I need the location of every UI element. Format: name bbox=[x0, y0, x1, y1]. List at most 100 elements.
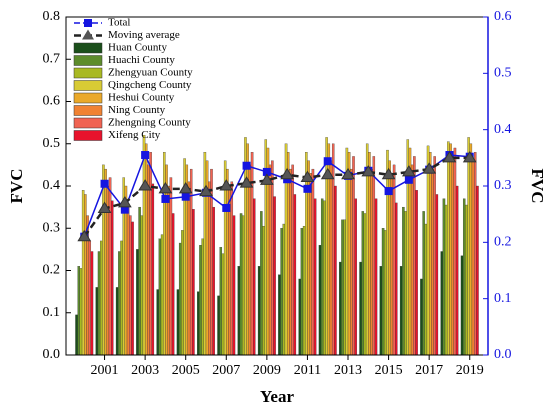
legend-label: Xifeng City bbox=[108, 129, 161, 141]
legend-label: Heshui County bbox=[108, 92, 175, 104]
bar bbox=[313, 198, 317, 356]
bar bbox=[293, 194, 297, 356]
bar bbox=[352, 156, 355, 356]
bar bbox=[219, 247, 223, 356]
bar bbox=[363, 213, 367, 356]
bar bbox=[471, 160, 475, 356]
bar bbox=[455, 185, 459, 356]
bar bbox=[372, 156, 376, 356]
bar bbox=[110, 200, 114, 356]
legend-swatch bbox=[73, 80, 103, 91]
bar bbox=[278, 274, 281, 356]
bar bbox=[444, 204, 448, 356]
bar bbox=[189, 168, 193, 356]
marker bbox=[442, 150, 457, 163]
y2-tick-label: 0.2 bbox=[494, 235, 512, 250]
bar bbox=[208, 181, 211, 356]
bar bbox=[381, 228, 385, 356]
bar bbox=[165, 164, 168, 356]
bar bbox=[361, 211, 365, 356]
bar bbox=[115, 287, 119, 356]
legend-label: Moving average bbox=[108, 29, 180, 41]
bar bbox=[331, 143, 335, 356]
legend-swatch bbox=[73, 92, 103, 104]
legend-label: Ning County bbox=[108, 104, 166, 116]
bar bbox=[108, 177, 112, 356]
marker bbox=[300, 170, 315, 183]
legend-swatch bbox=[73, 105, 103, 116]
bar bbox=[217, 295, 220, 356]
bar bbox=[197, 291, 200, 356]
y2-axis-label: FVC bbox=[528, 169, 547, 204]
x-tick-label: 2015 bbox=[375, 363, 403, 378]
bar bbox=[392, 164, 396, 356]
marker bbox=[280, 167, 295, 180]
bar bbox=[298, 278, 301, 356]
bar bbox=[120, 240, 123, 356]
bar bbox=[323, 200, 326, 356]
bar bbox=[118, 251, 121, 356]
legend-swatch bbox=[73, 42, 103, 54]
marker bbox=[120, 205, 129, 214]
bar bbox=[201, 238, 204, 356]
marker bbox=[381, 167, 396, 180]
bar bbox=[465, 204, 468, 356]
bar bbox=[442, 198, 446, 356]
bar bbox=[424, 223, 428, 356]
bar bbox=[129, 215, 132, 356]
bar bbox=[426, 145, 430, 356]
bar bbox=[246, 143, 249, 356]
bar bbox=[203, 152, 207, 356]
bar bbox=[302, 225, 306, 356]
bar bbox=[469, 143, 473, 356]
legend-swatch bbox=[73, 67, 103, 79]
marker bbox=[199, 184, 213, 197]
bar bbox=[282, 223, 286, 356]
bar bbox=[221, 253, 225, 356]
bar bbox=[126, 206, 130, 356]
marker bbox=[100, 179, 109, 188]
marker bbox=[77, 229, 92, 242]
bar bbox=[467, 137, 470, 356]
bar bbox=[476, 185, 479, 356]
bar bbox=[386, 149, 389, 356]
bar bbox=[339, 261, 342, 356]
bar bbox=[422, 211, 425, 356]
bar bbox=[318, 244, 322, 356]
bar bbox=[104, 168, 107, 356]
legend-label: Qingcheng County bbox=[108, 79, 192, 91]
y2-tick-label: 0.1 bbox=[494, 291, 512, 306]
bar bbox=[257, 266, 261, 356]
marker bbox=[158, 181, 173, 194]
x-axis-label: Year bbox=[260, 387, 294, 406]
bar bbox=[144, 143, 148, 356]
bar bbox=[410, 164, 414, 356]
bar bbox=[187, 181, 191, 356]
bar bbox=[138, 206, 141, 356]
bar bbox=[309, 173, 312, 356]
bar bbox=[435, 194, 439, 356]
marker bbox=[303, 184, 312, 193]
y-tick-label: 0.0 bbox=[43, 347, 61, 362]
marker bbox=[181, 192, 190, 201]
bar bbox=[142, 135, 146, 356]
marker bbox=[219, 179, 234, 191]
marker bbox=[462, 150, 477, 163]
bar bbox=[390, 177, 394, 356]
bar bbox=[453, 147, 457, 356]
x-tick-label: 2005 bbox=[172, 363, 200, 378]
bar bbox=[199, 244, 202, 356]
bar bbox=[262, 225, 265, 356]
y-tick-label: 0.4 bbox=[43, 178, 61, 193]
bar bbox=[140, 215, 144, 356]
bar bbox=[181, 230, 184, 356]
legend-marker bbox=[82, 29, 94, 40]
y-tick-label: 0.7 bbox=[43, 51, 61, 66]
marker bbox=[161, 194, 170, 203]
marker bbox=[239, 176, 254, 188]
legend-label: Zhengning County bbox=[108, 117, 191, 129]
marker bbox=[222, 203, 231, 212]
bar bbox=[79, 268, 83, 356]
bar bbox=[151, 183, 155, 356]
